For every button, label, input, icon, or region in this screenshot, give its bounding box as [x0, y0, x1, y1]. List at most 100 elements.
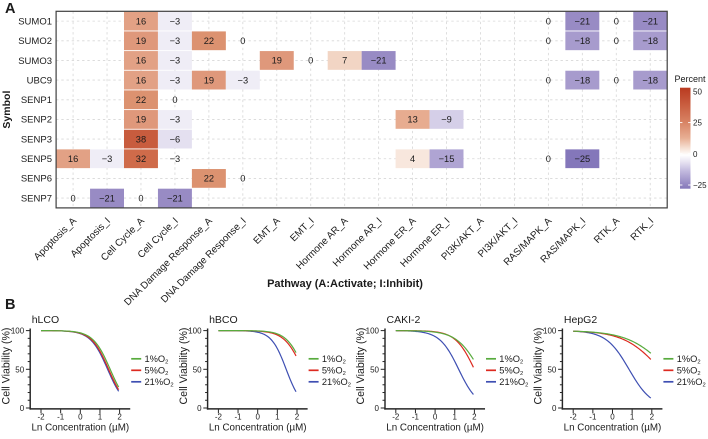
svg-text:A: A: [5, 1, 16, 17]
svg-text:0: 0: [546, 75, 551, 85]
svg-text:0: 0: [614, 36, 619, 46]
svg-text:−21: −21: [642, 16, 658, 26]
svg-text:SENP5: SENP5: [21, 154, 52, 165]
svg-text:50: 50: [370, 365, 379, 374]
svg-text:SUMO3: SUMO3: [18, 56, 52, 67]
svg-text:1%O2: 1%O2: [322, 354, 346, 366]
svg-text:13: 13: [407, 115, 417, 125]
svg-text:−3: −3: [170, 154, 181, 164]
svg-text:−18: −18: [574, 36, 590, 46]
svg-text:Percent: Percent: [675, 74, 707, 84]
svg-text:5%O2: 5%O2: [322, 366, 346, 378]
svg-text:0: 0: [546, 16, 551, 26]
svg-text:1%O2: 1%O2: [145, 354, 169, 366]
svg-text:SENP6: SENP6: [21, 174, 52, 185]
svg-text:−3: −3: [170, 56, 181, 66]
svg-text:16: 16: [136, 16, 146, 26]
svg-text:0: 0: [240, 174, 245, 184]
svg-text:0: 0: [546, 36, 551, 46]
svg-text:1: 1: [275, 413, 280, 422]
svg-text:−3: −3: [170, 16, 181, 26]
svg-text:16: 16: [68, 154, 78, 164]
svg-text:SENP1: SENP1: [21, 95, 52, 106]
svg-text:22: 22: [136, 95, 146, 105]
svg-text:−18: −18: [642, 36, 658, 46]
svg-text:1: 1: [453, 413, 458, 422]
svg-text:-1: -1: [412, 413, 420, 422]
svg-text:21%O2: 21%O2: [322, 377, 351, 389]
svg-text:-2: -2: [215, 413, 223, 422]
svg-text:2: 2: [295, 413, 300, 422]
svg-text:0: 0: [172, 95, 177, 105]
svg-text:Ln Concentration (µM): Ln Concentration (µM): [31, 423, 129, 434]
svg-text:16: 16: [136, 56, 146, 66]
svg-text:100: 100: [366, 327, 380, 336]
svg-text:CAKI-2: CAKI-2: [387, 314, 421, 326]
svg-text:5%O2: 5%O2: [145, 366, 169, 378]
svg-text:UBC9: UBC9: [27, 75, 52, 86]
svg-text:50: 50: [693, 87, 702, 96]
svg-text:21%O2: 21%O2: [499, 377, 528, 389]
svg-text:SUMO2: SUMO2: [18, 36, 52, 47]
svg-text:-2: -2: [37, 413, 45, 422]
svg-text:2: 2: [117, 413, 122, 422]
svg-text:hBCO: hBCO: [209, 314, 238, 326]
svg-text:0: 0: [138, 193, 143, 203]
svg-text:5%O2: 5%O2: [677, 366, 701, 378]
svg-text:2: 2: [472, 413, 477, 422]
svg-text:0: 0: [610, 413, 615, 422]
svg-text:0: 0: [552, 404, 557, 413]
svg-text:−3: −3: [102, 154, 113, 164]
svg-text:Symbol: Symbol: [1, 91, 13, 129]
svg-text:-1: -1: [234, 413, 242, 422]
svg-text:Ln Concentration (µM): Ln Concentration (µM): [386, 423, 484, 434]
svg-text:−3: −3: [238, 75, 249, 85]
svg-text:−21: −21: [99, 193, 115, 203]
svg-text:0: 0: [240, 36, 245, 46]
svg-text:100: 100: [543, 327, 557, 336]
svg-text:0: 0: [693, 150, 698, 159]
svg-text:38: 38: [136, 134, 146, 144]
svg-text:0: 0: [614, 75, 619, 85]
svg-text:50: 50: [193, 365, 202, 374]
svg-text:−21: −21: [371, 56, 387, 66]
svg-text:−9: −9: [441, 115, 452, 125]
svg-text:50: 50: [15, 365, 24, 374]
svg-text:−3: −3: [170, 36, 181, 46]
svg-text:0: 0: [308, 56, 313, 66]
svg-text:19: 19: [272, 56, 282, 66]
svg-text:Ln Concentration (µM): Ln Concentration (µM): [209, 423, 307, 434]
svg-text:SENP7: SENP7: [21, 193, 52, 204]
svg-text:−15: −15: [439, 154, 455, 164]
svg-text:Cell Viability (%): Cell Viability (%): [0, 328, 12, 405]
svg-text:SENP2: SENP2: [21, 115, 52, 126]
svg-text:19: 19: [136, 36, 146, 46]
svg-text:7: 7: [342, 56, 347, 66]
svg-text:-1: -1: [57, 413, 65, 422]
svg-text:25: 25: [693, 119, 702, 128]
svg-text:Cell Viability (%): Cell Viability (%): [178, 328, 190, 405]
svg-text:Cell Viability (%): Cell Viability (%): [533, 328, 545, 405]
svg-text:21%O2: 21%O2: [677, 377, 706, 389]
svg-text:100: 100: [188, 327, 202, 336]
svg-text:1: 1: [630, 413, 635, 422]
svg-text:−21: −21: [167, 193, 183, 203]
svg-text:SUMO1: SUMO1: [18, 16, 52, 27]
svg-text:21%O2: 21%O2: [145, 377, 174, 389]
svg-text:0: 0: [255, 413, 260, 422]
svg-text:100: 100: [11, 327, 25, 336]
svg-text:−25: −25: [693, 181, 707, 190]
svg-text:HepG2: HepG2: [564, 314, 597, 326]
svg-text:B: B: [5, 297, 15, 313]
svg-text:1%O2: 1%O2: [499, 354, 523, 366]
svg-text:0: 0: [78, 413, 83, 422]
svg-text:19: 19: [136, 115, 146, 125]
svg-text:0: 0: [375, 404, 380, 413]
svg-text:4: 4: [410, 154, 415, 164]
svg-text:Cell Viability (%): Cell Viability (%): [355, 328, 367, 405]
svg-text:SENP3: SENP3: [21, 134, 52, 145]
svg-text:Ln Concentration (µM): Ln Concentration (µM): [564, 423, 662, 434]
svg-text:0: 0: [433, 413, 438, 422]
svg-text:16: 16: [136, 75, 146, 85]
svg-text:22: 22: [204, 174, 214, 184]
